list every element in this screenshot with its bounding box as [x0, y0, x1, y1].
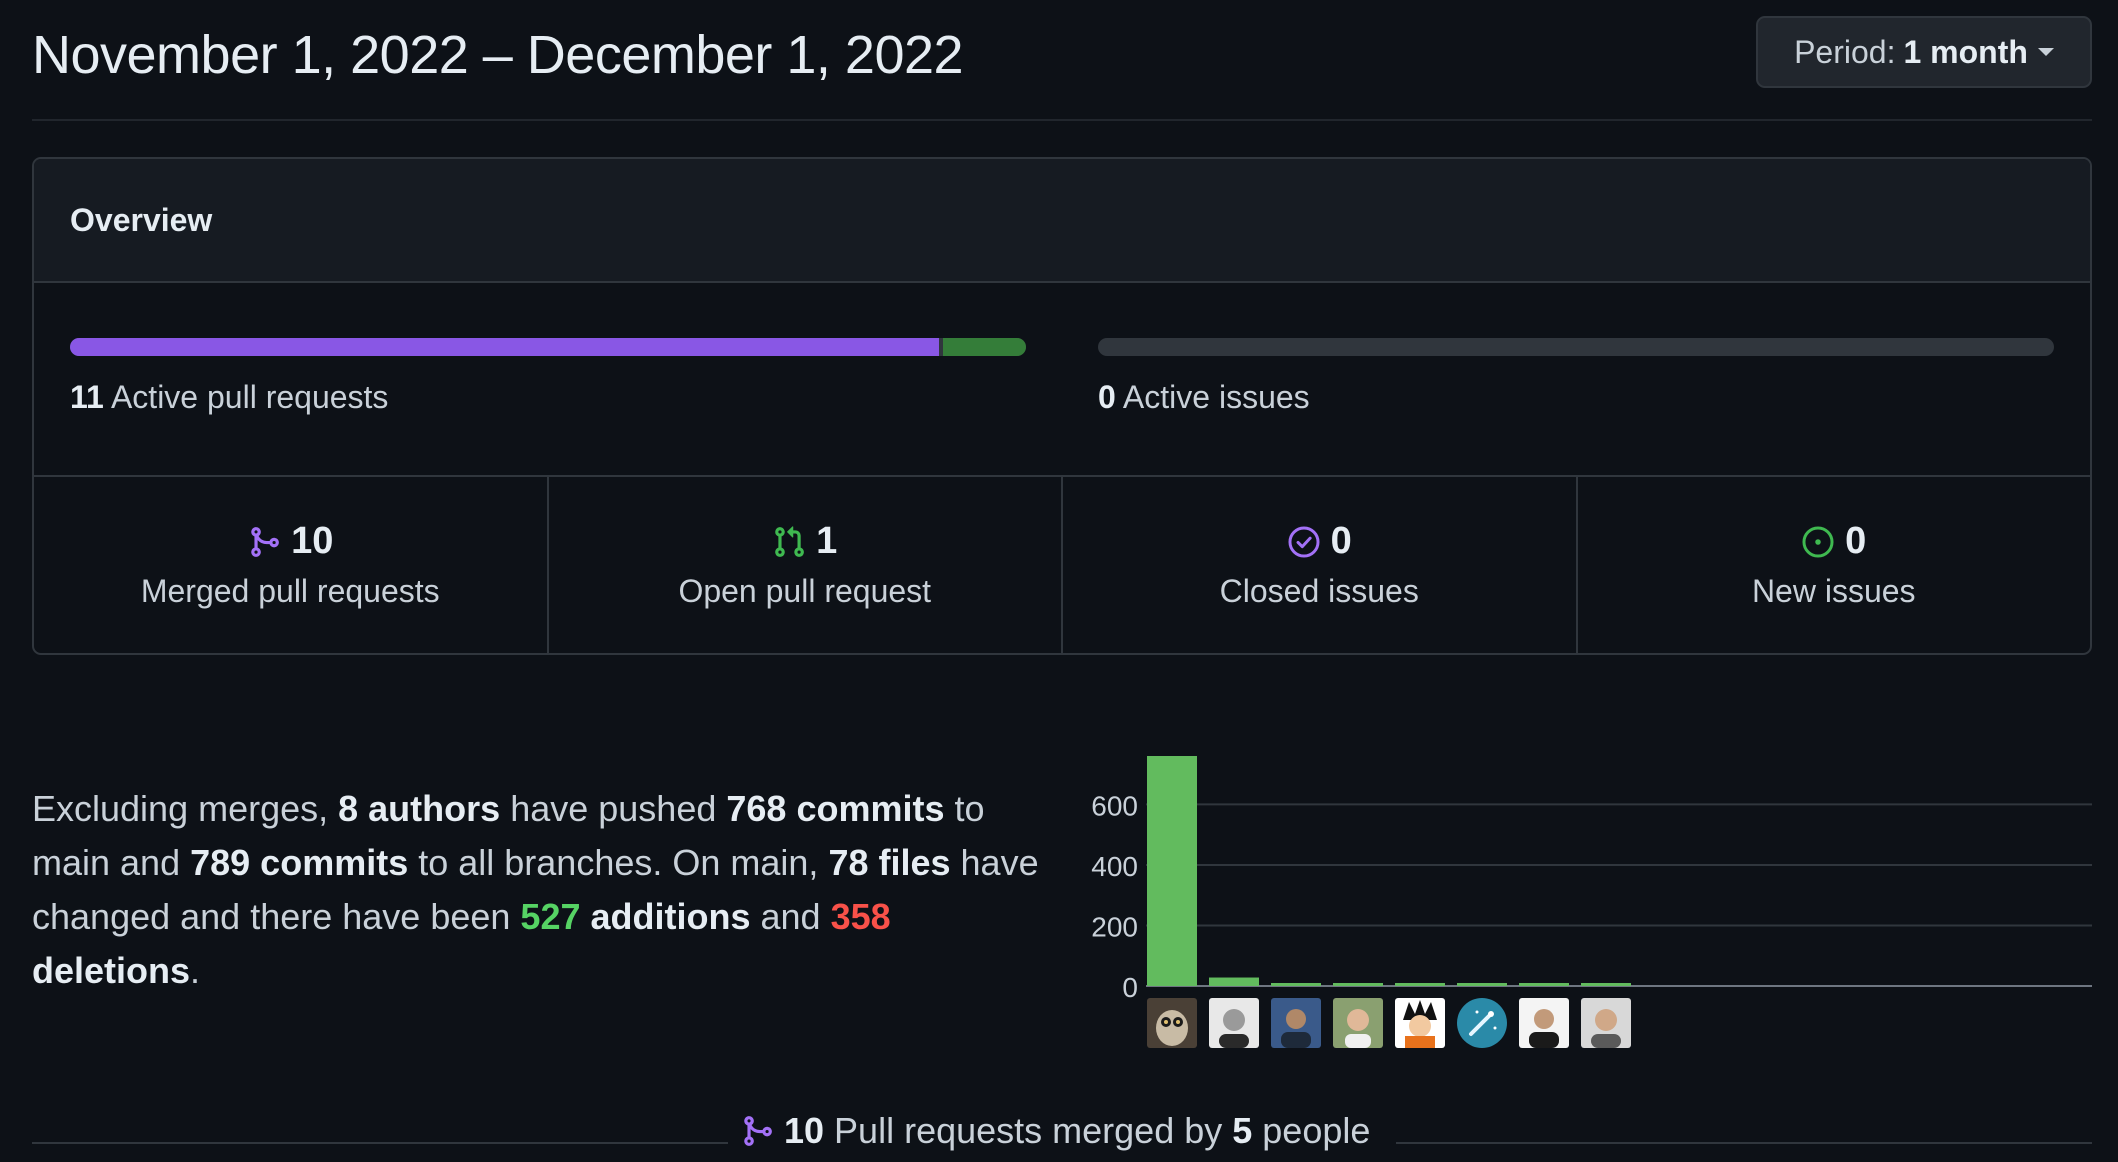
stat-label: Closed issues [1219, 573, 1419, 609]
commit-summary: Excluding merges, 8 authors have pushed … [32, 788, 1039, 991]
additions-count: 527 [520, 896, 581, 937]
author-avatar[interactable] [1395, 998, 1445, 1048]
commits-all-count: 789 commits [190, 842, 409, 883]
author-avatar[interactable] [1581, 998, 1631, 1048]
active-pr-label: Active pull requests [110, 379, 389, 415]
overview-heading: Overview [70, 201, 213, 238]
author-avatar[interactable] [1457, 998, 1507, 1048]
people-count: 5 [1232, 1110, 1253, 1151]
commit-bar[interactable] [1581, 983, 1631, 986]
git-merge-icon [251, 526, 279, 557]
stat-value: 0 [1845, 520, 1867, 562]
y-tick-label: 200 [1091, 911, 1138, 942]
author-avatar[interactable] [1147, 998, 1197, 1048]
caret-down-icon [2037, 48, 2054, 56]
commit-bar[interactable] [1395, 983, 1445, 986]
deletions-word: deletions [32, 950, 191, 991]
stat-closed-issues[interactable]: 0 Closed issues [1063, 477, 1578, 653]
stat-open-pull-request[interactable]: 1 Open pull request [549, 477, 1063, 653]
y-tick-label: 0 [1122, 972, 1138, 1003]
files-changed-count: 78 files [828, 842, 951, 883]
overview-stats: 10 Merged pull requests 1 Open pull requ… [34, 477, 2090, 653]
period-value: 1 month [1903, 33, 2028, 70]
person-avatar-icon [1271, 998, 1321, 1048]
person-avatar-icon [1333, 998, 1383, 1048]
author-avatar[interactable] [1271, 998, 1321, 1048]
commit-bar[interactable] [1271, 983, 1321, 986]
active-pr-count: 11 [70, 379, 104, 415]
people-text: people [1262, 1110, 1371, 1151]
owl-avatar-icon [1147, 998, 1197, 1048]
person-avatar-icon [1581, 998, 1631, 1048]
git-pull-request-icon [775, 525, 805, 557]
pull-requests-progress-bar[interactable] [70, 338, 1026, 356]
merged-divider-right [1396, 1142, 2092, 1144]
period-prefix: Period: [1794, 33, 1896, 70]
stat-value: 10 [291, 520, 334, 562]
active-issues-link[interactable]: 0 Active issues [1098, 379, 1310, 416]
activity-bars: 11 Active pull requests 0 Active issues [34, 283, 2090, 477]
open-segment [943, 338, 1026, 356]
author-avatar[interactable] [1519, 998, 1569, 1048]
commit-bar[interactable] [1457, 983, 1507, 986]
merged-count: 10 [784, 1110, 825, 1151]
commit-bar[interactable] [1519, 983, 1569, 986]
stat-label: Open pull request [678, 573, 932, 609]
commit-bar[interactable] [1209, 977, 1259, 986]
active-pull-requests-link[interactable]: 11 Active pull requests [70, 379, 388, 416]
author-avatar[interactable] [1333, 998, 1383, 1048]
stat-new-issues[interactable]: 0 New issues [1578, 477, 2091, 653]
issue-closed-icon [1288, 525, 1320, 558]
stat-merged-pull-requests[interactable]: 10 Merged pull requests [34, 477, 549, 653]
wand-avatar-icon [1457, 998, 1507, 1048]
issues-progress-bar [1098, 338, 2054, 356]
y-tick-label: 400 [1091, 851, 1138, 882]
merged-segment [70, 338, 939, 356]
period-select-button[interactable]: Period: 1 month [1756, 16, 2092, 88]
y-tick-label: 600 [1091, 790, 1138, 821]
active-issues-count: 0 [1098, 379, 1116, 415]
commit-bar[interactable] [1333, 983, 1383, 986]
commit-bar[interactable] [1147, 756, 1197, 986]
stat-label: New issues [1751, 573, 1916, 609]
author-avatar[interactable] [1209, 998, 1259, 1048]
stat-label: Merged pull requests [140, 573, 440, 609]
stat-value: 1 [816, 520, 838, 562]
commits-per-author-chart: 0 200 400 600 [1091, 756, 2092, 1003]
active-issues-label: Active issues [1122, 379, 1310, 415]
overview-header: Overview [34, 159, 2090, 283]
merged-pull-requests-summary: 10 Pull requests merged by 5 people [740, 1110, 1370, 1152]
overview-panel: Overview 11 Active pull requests 0 Activ… [32, 157, 2092, 655]
merged-divider-left [32, 1142, 728, 1144]
commits-main-count: 768 commits [726, 788, 945, 829]
git-merge-icon [744, 1116, 772, 1146]
title-divider [32, 119, 2092, 121]
person-avatar-icon [1209, 998, 1259, 1048]
page-title: November 1, 2022 – December 1, 2022 [32, 25, 964, 85]
issue-opened-icon [1802, 525, 1834, 558]
person-avatar-icon [1519, 998, 1569, 1048]
stat-value: 0 [1330, 520, 1352, 562]
merged-text: Pull requests merged by [834, 1110, 1223, 1151]
cartoon-avatar-icon [1395, 998, 1445, 1048]
deletions-count: 358 [830, 896, 891, 937]
authors-count: 8 authors [338, 788, 501, 829]
author-avatars [1147, 998, 1643, 1048]
additions-word: additions [590, 896, 751, 937]
